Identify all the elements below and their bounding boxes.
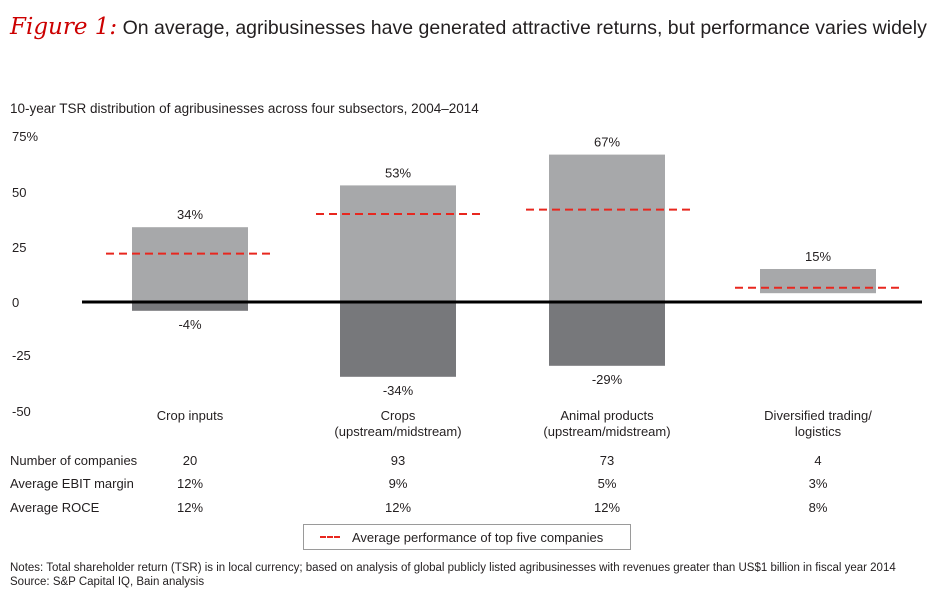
table-cell: 93 [390,453,406,468]
chart-legend: Average performance of top five companie… [303,524,631,550]
notes-text: Notes: Total shareholder return (TSR) is… [10,562,896,574]
y-tick-label: 75% [12,129,38,144]
category-label: Animal products (upstream/midstream) [517,408,697,440]
bar-positive [549,154,665,302]
table-cell: 3% [808,476,828,491]
table-cell: 5% [597,476,617,491]
bar-negative [549,302,665,366]
bar-low-label: -4% [178,317,202,332]
category-label-line1: Diversified trading/ [764,408,872,423]
category-label-line2: (upstream/midstream) [334,424,462,439]
table-cell: 73 [599,453,615,468]
bar-negative [132,302,248,311]
category-label-line1: Crop inputs [156,408,224,423]
category-label-line2: logistics [794,424,842,439]
figure-label: Figure 1: [10,14,118,40]
bar-positive [340,185,456,302]
table-cell: 12% [176,476,204,491]
bar-positive [132,227,248,302]
source-text: Source: S&P Capital IQ, Bain analysis [10,576,205,588]
legend-dash-marker [320,536,340,538]
bar-high-label: 67% [594,135,620,150]
table-cell: 12% [384,500,412,515]
y-tick-label: -50 [12,404,31,419]
category-label: Crops (upstream/midstream) [308,408,488,440]
bar-low-label: -29% [592,372,623,387]
bar-negative [340,302,456,377]
category-label: Crop inputs [100,408,280,424]
category-label: Diversified trading/logistics [728,408,908,440]
bar-high-label: 53% [385,165,411,180]
table-cell: 9% [388,476,408,491]
category-label-line1: Animal products [560,408,654,423]
table-row-label: Average ROCE [10,500,100,515]
table-cell: 20 [182,453,198,468]
category-label-line1: Crops [380,408,416,423]
y-tick-label: -25 [12,348,31,363]
table-cell: 4 [814,453,822,468]
y-tick-label: 0 [12,295,19,310]
figure-title: Figure 1: On average, agribusinesses hav… [10,14,927,40]
y-tick-label: 25 [12,240,26,255]
bar-high-label: 34% [177,207,203,222]
bar-low-label: -34% [383,383,414,398]
table-cell: 8% [808,500,828,515]
table-row-label: Average EBIT margin [10,476,134,491]
table-cell: 12% [176,500,204,515]
bar-range-positive [760,269,876,294]
figure-title-text: On average, agribusinesses have generate… [122,17,927,39]
table-row-label: Number of companies [10,453,138,468]
chart-subtitle: 10-year TSR distribution of agribusiness… [10,101,479,116]
footnotes: Notes: Total shareholder return (TSR) is… [10,561,896,589]
y-tick-label: 50 [12,185,26,200]
legend-label: Average performance of top five companie… [352,530,604,545]
bar-high-label: 15% [805,249,831,264]
table-cell: 12% [593,500,621,515]
category-label-line2: (upstream/midstream) [543,424,671,439]
